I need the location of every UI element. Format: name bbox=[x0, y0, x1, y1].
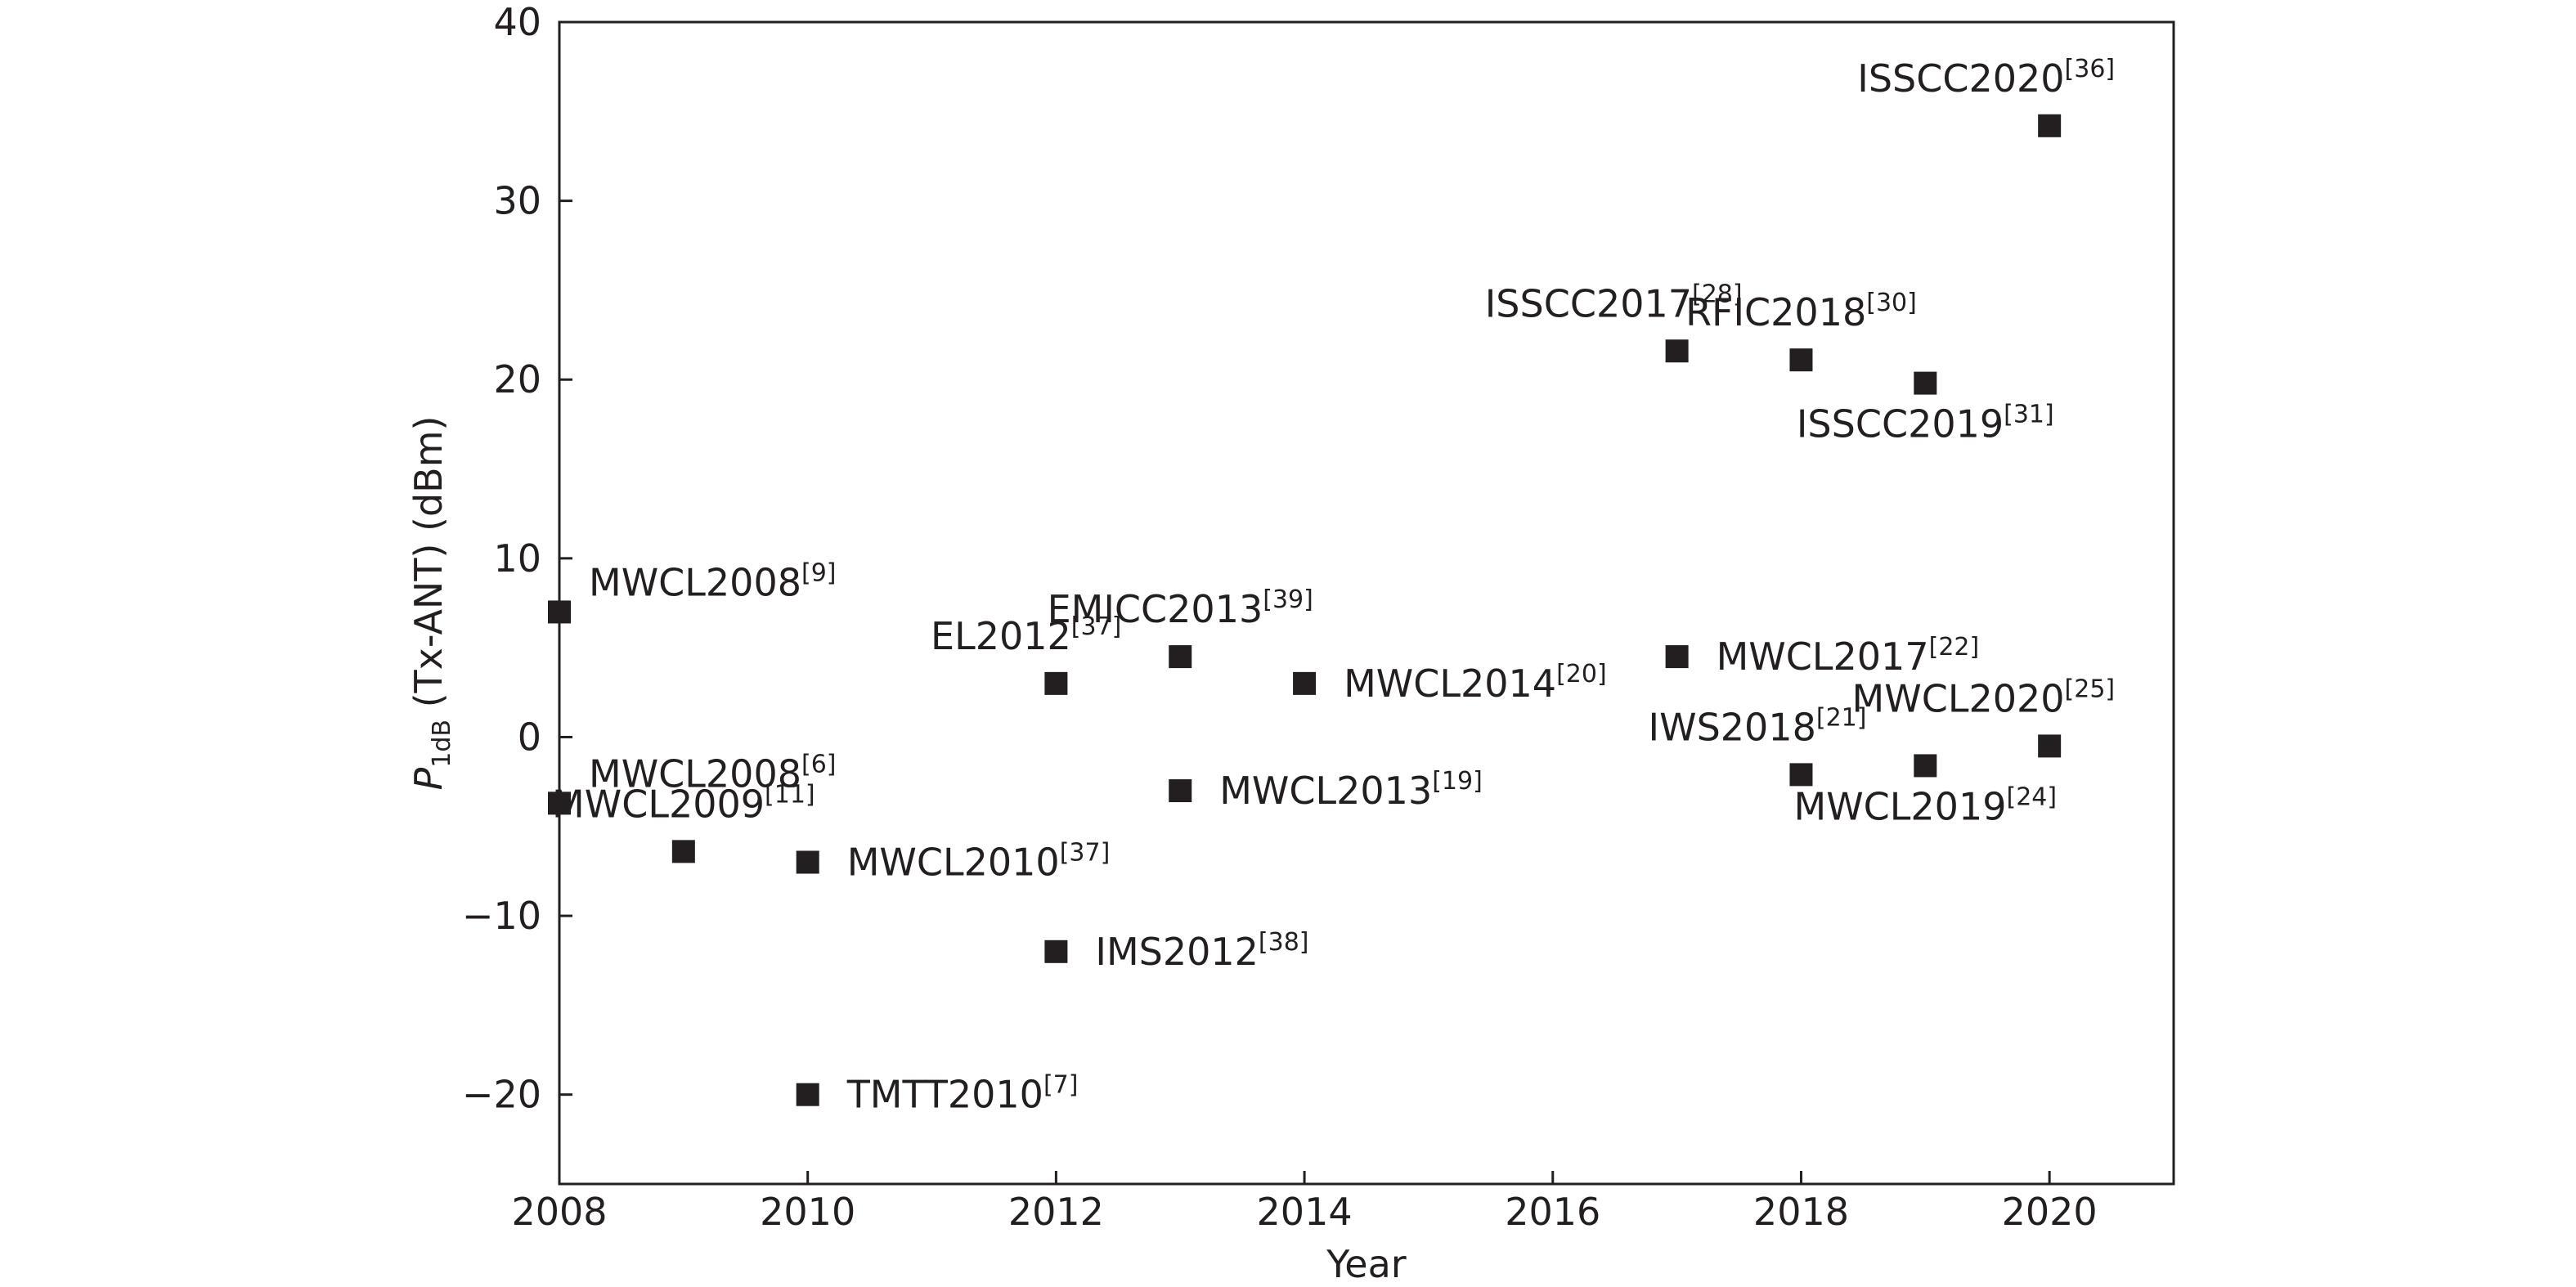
label-text: TMTT2010 bbox=[846, 1073, 1043, 1117]
label-ref: [24] bbox=[2007, 783, 2058, 811]
x-tick-label: 2008 bbox=[511, 1190, 607, 1234]
label-text: ISSCC2020 bbox=[1857, 56, 2064, 101]
y-tick-label: 10 bbox=[493, 536, 541, 581]
point-mwcl2019-24- bbox=[1914, 754, 1937, 778]
label-text: ISSCC2017 bbox=[1485, 281, 1692, 325]
x-tick-label: 2018 bbox=[1753, 1190, 1849, 1234]
point-iws2018-21- bbox=[1789, 763, 1813, 787]
label-text: IWS2018 bbox=[1649, 705, 1816, 749]
y-tick-label: −20 bbox=[462, 1073, 541, 1117]
label-ref: [21] bbox=[1816, 703, 1867, 732]
label-isscc2017-28-: ISSCC2017[28] bbox=[1485, 280, 1743, 325]
label-text: EL2012 bbox=[931, 614, 1071, 658]
point-labels: MWCL2008[9]MWCL2008[6]MWCL2009[11]MWCL20… bbox=[552, 55, 2115, 1117]
y-tick-label: −10 bbox=[462, 894, 541, 938]
label-rfic2018-30-: RFIC2018[30] bbox=[1685, 289, 1917, 334]
label-mwcl2013-19-: MWCL2013[19] bbox=[1219, 767, 1483, 813]
label-ref: [9] bbox=[801, 558, 837, 587]
x-tick-label: 2020 bbox=[2002, 1190, 2098, 1234]
point-rfic2018-30- bbox=[1789, 348, 1813, 372]
label-text: MWCL2008 bbox=[589, 751, 801, 796]
label-ref: [20] bbox=[1556, 660, 1607, 688]
label-ref: [28] bbox=[1692, 280, 1743, 308]
label-text: MWCL2008 bbox=[589, 560, 801, 604]
label-ref: [37] bbox=[1071, 612, 1122, 641]
y-tick-label: 30 bbox=[493, 179, 541, 223]
y-axis-title: P1dB (Tx-ANT) (dBm) bbox=[406, 416, 456, 791]
label-ref: [7] bbox=[1043, 1071, 1079, 1100]
x-tick-label: 2010 bbox=[760, 1190, 855, 1234]
axis-ticks: 2008 2010 2012 2014 2016 2018 2020 −20 −10 0 10 20 3… bbox=[462, 0, 2098, 1234]
label-text: MWCL2009 bbox=[552, 782, 765, 826]
point-el2012-37- bbox=[1044, 671, 1068, 695]
x-tick-label: 2016 bbox=[1505, 1190, 1600, 1234]
x-tick-label: 2012 bbox=[1008, 1190, 1104, 1234]
label-mwcl2020-25-: MWCL2020[25] bbox=[1852, 675, 2116, 720]
label-ref: [22] bbox=[1929, 633, 1980, 661]
x-tick-label: 2014 bbox=[1257, 1190, 1353, 1234]
label-text: RFIC2018 bbox=[1685, 290, 1866, 334]
point-isscc2020-36- bbox=[2038, 114, 2062, 137]
point-mwcl2017-22- bbox=[1665, 645, 1689, 669]
label-text: MWCL2013 bbox=[1219, 769, 1432, 813]
point-mwcl2014-20- bbox=[1293, 671, 1317, 695]
label-text: IMS2012 bbox=[1095, 930, 1259, 974]
y-tick-label: 40 bbox=[493, 0, 541, 44]
label-el2012-37-: EL2012[37] bbox=[931, 612, 1121, 658]
label-text: MWCL2020 bbox=[1852, 676, 2065, 720]
label-ref: [38] bbox=[1259, 928, 1309, 957]
label-text: EMICC2013 bbox=[1048, 587, 1263, 631]
label-ref: [37] bbox=[1060, 838, 1111, 867]
point-mwcl2009-11- bbox=[671, 840, 695, 863]
y-tick-label: 0 bbox=[518, 715, 541, 759]
label-tmtt2010-7-: TMTT2010[7] bbox=[846, 1071, 1079, 1117]
y-axis-title-subscript: 1dB bbox=[428, 720, 456, 768]
label-mwcl2019-24-: MWCL2019[24] bbox=[1794, 783, 2058, 828]
data-points bbox=[548, 114, 2062, 1106]
y-axis-title-rest: (Tx-ANT) (dBm) bbox=[406, 416, 451, 720]
y-tick-label: 20 bbox=[493, 357, 541, 401]
point-mwcl2010-37- bbox=[796, 850, 819, 874]
label-ims2012-38-: IMS2012[38] bbox=[1095, 928, 1308, 974]
label-text: MWCL2019 bbox=[1794, 784, 2007, 828]
point-mwcl2008-6- bbox=[548, 791, 571, 815]
point-tmtt2010-7- bbox=[796, 1083, 819, 1106]
label-iws2018-21-: IWS2018[21] bbox=[1649, 703, 1867, 749]
point-mwcl2020-25- bbox=[2038, 734, 2062, 758]
label-emicc2013-39-: EMICC2013[39] bbox=[1048, 585, 1313, 631]
point-emicc2013-39- bbox=[1169, 645, 1192, 669]
x-axis-title: Year bbox=[1326, 1242, 1406, 1286]
label-mwcl2008-6-: MWCL2008[6] bbox=[589, 750, 837, 796]
point-isscc2017-28- bbox=[1665, 339, 1689, 363]
point-isscc2019-31- bbox=[1914, 371, 1937, 395]
label-isscc2020-36-: ISSCC2020[36] bbox=[1857, 55, 2115, 101]
label-ref: [30] bbox=[1866, 289, 1917, 317]
point-mwcl2013-19- bbox=[1169, 779, 1192, 803]
label-ref: [31] bbox=[2004, 401, 2054, 429]
y-axis-title-symbol: P bbox=[406, 767, 451, 790]
label-text: ISSCC2019 bbox=[1797, 402, 2004, 446]
label-mwcl2010-37-: MWCL2010[37] bbox=[847, 838, 1111, 884]
label-ref: [19] bbox=[1432, 767, 1483, 796]
label-mwcl2009-11-: MWCL2009[11] bbox=[552, 780, 815, 826]
label-isscc2019-31-: ISSCC2019[31] bbox=[1797, 401, 2054, 446]
point-mwcl2008-9- bbox=[548, 600, 571, 624]
label-mwcl2014-20-: MWCL2014[20] bbox=[1344, 660, 1607, 706]
label-ref: [6] bbox=[801, 750, 837, 778]
label-text: MWCL2010 bbox=[847, 840, 1060, 884]
label-mwcl2008-9-: MWCL2008[9] bbox=[589, 558, 837, 604]
label-ref: [36] bbox=[2065, 55, 2116, 83]
point-ims2012-38- bbox=[1044, 939, 1068, 963]
label-mwcl2017-22-: MWCL2017[22] bbox=[1717, 633, 1980, 679]
label-text: MWCL2017 bbox=[1717, 635, 1929, 679]
label-text: MWCL2014 bbox=[1344, 661, 1556, 706]
label-ref: [11] bbox=[765, 780, 815, 809]
label-ref: [25] bbox=[2065, 675, 2116, 703]
label-ref: [39] bbox=[1263, 585, 1313, 614]
plot-frame bbox=[558, 20, 2175, 1186]
